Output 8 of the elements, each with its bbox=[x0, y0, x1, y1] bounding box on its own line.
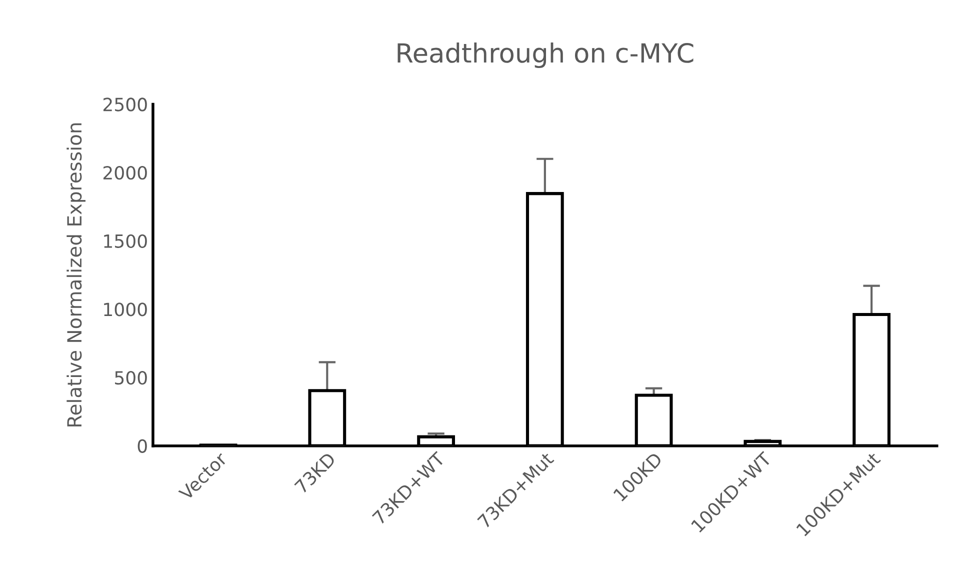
y-tick-label: 2000 bbox=[103, 166, 147, 180]
y-tick-label: 1500 bbox=[104, 234, 147, 248]
y-tick-label: 500 bbox=[115, 370, 147, 385]
y-tick-label: 0 bbox=[138, 439, 147, 453]
y-tick-label: 2500 bbox=[103, 98, 147, 112]
y-tick-label: 1000 bbox=[104, 302, 147, 316]
chart-title: Readthrough on c-MYC bbox=[398, 42, 694, 68]
y-axis-title: Relative Normalized Expression bbox=[66, 123, 86, 426]
